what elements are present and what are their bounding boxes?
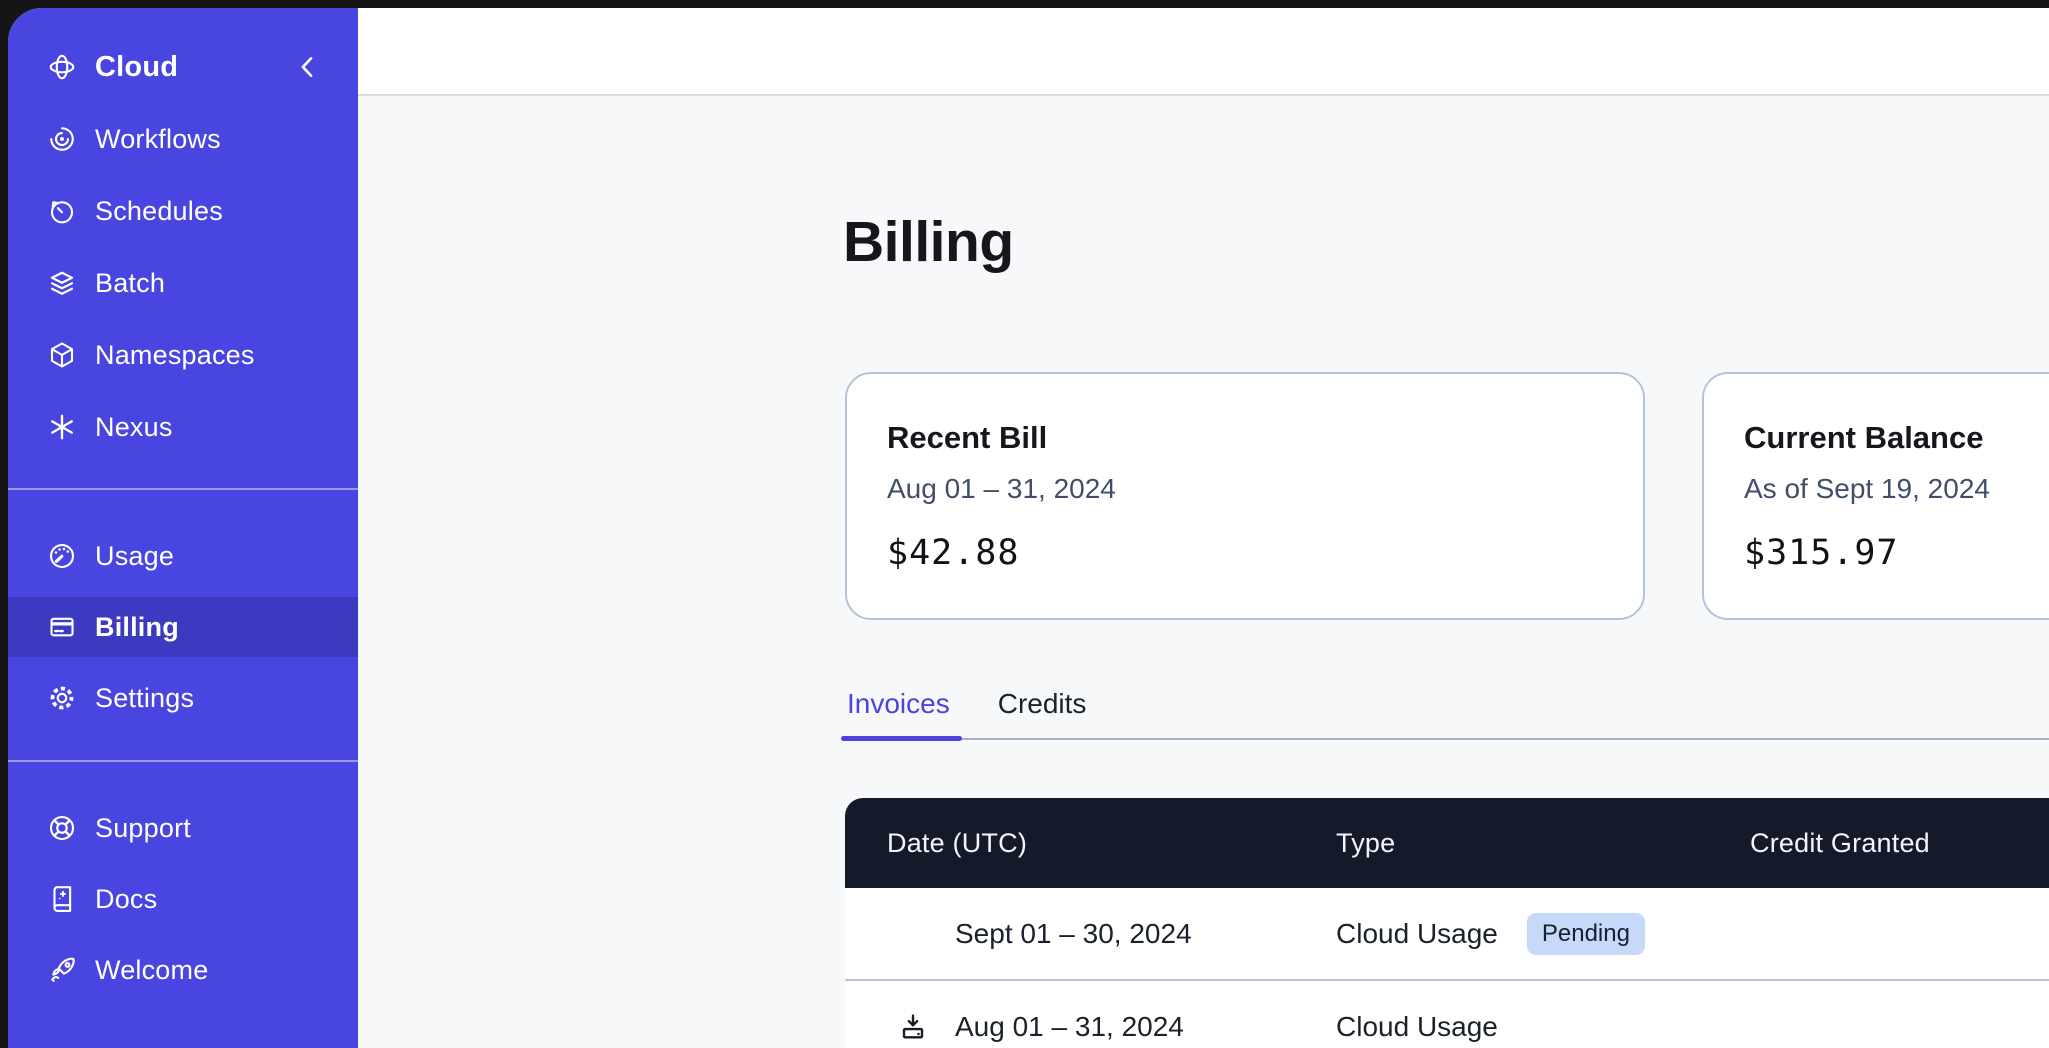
main-area: Billing Recent Bill Aug 01 – 31, 2024 $4… bbox=[358, 8, 2049, 1048]
billing-tabs: Invoices Credits bbox=[841, 688, 2049, 741]
recent-bill-card: Recent Bill Aug 01 – 31, 2024 $42.88 bbox=[845, 372, 1645, 620]
current-balance-date: As of Sept 19, 2024 bbox=[1744, 473, 1990, 504]
sidebar-collapse-button[interactable] bbox=[294, 53, 322, 81]
chevron-left-icon bbox=[301, 57, 313, 77]
invoices-table-header: Date (UTC) Type Credit Granted bbox=[845, 798, 2049, 888]
sidebar-item-label: Workflows bbox=[95, 123, 221, 154]
sidebar-item-schedules[interactable]: Schedules bbox=[8, 181, 358, 241]
temporal-cloud-logo-icon bbox=[47, 52, 77, 82]
sidebar-divider bbox=[8, 760, 358, 762]
sidebar-item-namespaces[interactable]: Namespaces bbox=[8, 325, 358, 385]
sidebar-item-settings[interactable]: Settings bbox=[8, 668, 358, 728]
sidebar-item-label: Welcome bbox=[95, 954, 209, 985]
welcome-rocket-icon bbox=[47, 955, 77, 985]
app-window: Cloud Workflows bbox=[8, 8, 2049, 1048]
recent-bill-amount: $42.88 bbox=[887, 533, 1020, 573]
billing-page-content: Billing Recent Bill Aug 01 – 31, 2024 $4… bbox=[358, 96, 2049, 1048]
current-balance-title: Current Balance bbox=[1744, 420, 1984, 455]
sidebar-item-label: Nexus bbox=[95, 411, 173, 442]
sidebar-item-nexus[interactable]: Nexus bbox=[8, 397, 358, 457]
status-badge-pending: Pending bbox=[1526, 912, 1645, 955]
sidebar: Cloud Workflows bbox=[8, 8, 358, 1048]
docs-book-icon bbox=[47, 884, 77, 914]
sidebar-item-docs[interactable]: Docs bbox=[8, 869, 358, 929]
invoice-type: Cloud Usage bbox=[1336, 917, 1498, 949]
invoice-date: Aug 01 – 31, 2024 bbox=[955, 1010, 1184, 1042]
sidebar-item-label: Usage bbox=[95, 540, 175, 571]
download-icon bbox=[902, 1013, 924, 1038]
tab-credits[interactable]: Credits bbox=[997, 688, 1087, 719]
sidebar-item-label: Settings bbox=[95, 682, 195, 713]
table-row: Aug 01 – 31, 2024 Cloud Usage bbox=[845, 979, 2049, 1048]
schedules-icon bbox=[47, 196, 77, 226]
column-header-type: Type bbox=[1336, 827, 1396, 858]
sidebar-item-batch[interactable]: Batch bbox=[8, 253, 358, 313]
sidebar-item-label: Docs bbox=[95, 883, 158, 914]
invoice-date: Sept 01 – 30, 2024 bbox=[955, 917, 1192, 949]
billing-card-icon bbox=[47, 612, 77, 642]
namespaces-icon bbox=[47, 340, 77, 370]
download-slot-empty bbox=[898, 919, 928, 949]
nexus-icon bbox=[47, 412, 77, 442]
column-header-credit-granted: Credit Granted bbox=[1750, 827, 1930, 858]
tab-invoices[interactable]: Invoices bbox=[841, 688, 962, 741]
sidebar-item-welcome[interactable]: Welcome bbox=[8, 940, 358, 1000]
usage-gauge-icon bbox=[47, 541, 77, 571]
page-title: Billing bbox=[843, 210, 1014, 274]
support-lifebuoy-icon bbox=[47, 813, 77, 843]
recent-bill-title: Recent Bill bbox=[887, 420, 1048, 455]
batch-icon bbox=[47, 268, 77, 298]
current-balance-amount: $315.97 bbox=[1744, 533, 1899, 573]
sidebar-brand-label: Cloud bbox=[95, 50, 179, 83]
settings-gear-icon bbox=[47, 683, 77, 713]
table-row: Sept 01 – 30, 2024 Cloud Usage Pending bbox=[845, 888, 2049, 979]
sidebar-item-workflows[interactable]: Workflows bbox=[8, 109, 358, 169]
sidebar-item-usage[interactable]: Usage bbox=[8, 526, 358, 586]
sidebar-item-label: Support bbox=[95, 812, 191, 843]
sidebar-divider bbox=[8, 488, 358, 490]
sidebar-item-label: Namespaces bbox=[95, 339, 255, 370]
column-header-date: Date (UTC) bbox=[887, 827, 1028, 858]
sidebar-item-label: Schedules bbox=[95, 195, 223, 226]
invoice-type: Cloud Usage bbox=[1336, 1010, 1498, 1042]
sidebar-item-support[interactable]: Support bbox=[8, 798, 358, 858]
recent-bill-period: Aug 01 – 31, 2024 bbox=[887, 473, 1116, 504]
download-invoice-button[interactable] bbox=[898, 1012, 928, 1042]
current-balance-card: Current Balance As of Sept 19, 2024 $315… bbox=[1702, 372, 2049, 620]
top-header-bar bbox=[358, 8, 2049, 96]
workflows-icon bbox=[47, 124, 77, 154]
sidebar-item-label: Batch bbox=[95, 267, 166, 298]
sidebar-item-billing[interactable]: Billing bbox=[8, 597, 358, 657]
sidebar-item-label: Billing bbox=[95, 611, 179, 642]
invoices-table: Date (UTC) Type Credit Granted Sept 01 –… bbox=[845, 798, 2049, 1048]
sidebar-brand-cloud[interactable]: Cloud bbox=[8, 37, 358, 97]
